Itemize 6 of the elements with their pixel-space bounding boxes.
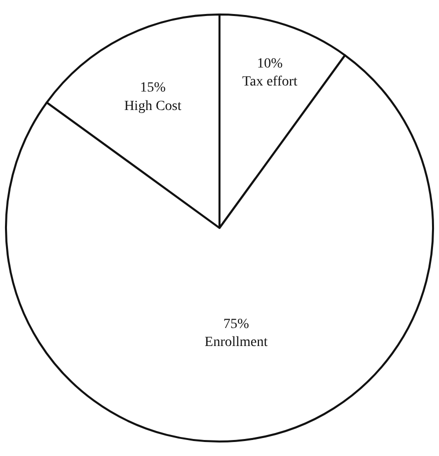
slice-label: Enrollment (204, 335, 268, 350)
slice-label: Tax effort (242, 74, 298, 90)
data-label: 75% (223, 316, 250, 332)
data-label: 10% (257, 56, 284, 72)
data-label: 15% (140, 80, 166, 96)
slice-label: High Cost (124, 98, 182, 114)
